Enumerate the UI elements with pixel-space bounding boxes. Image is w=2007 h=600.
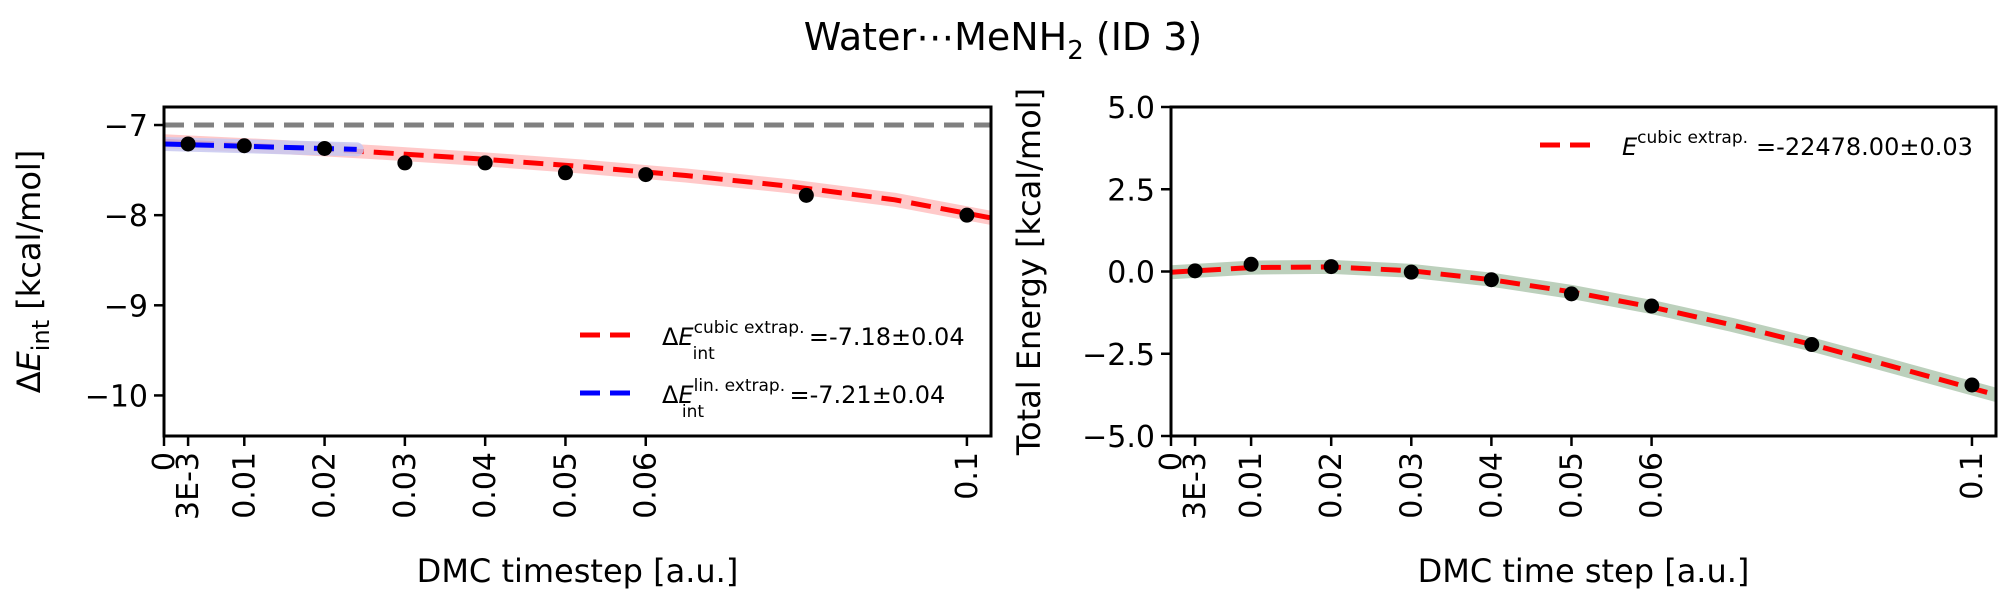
x-tick-label: 0.02 [308,452,343,519]
y-tick-label: 5.0 [1107,91,1155,126]
y-tick-label: −9 [104,289,148,324]
legend-entry: ΔElin. extrap. int=-7.21±0.04 [662,376,945,422]
x-axis-label: DMC time step [a.u.] [1418,552,1750,590]
data-point [1644,298,1660,314]
data-point [397,155,413,171]
plot-area [1171,256,1996,402]
x-tick-label: 0.01 [1234,452,1269,519]
x-tick-label: 0.02 [1314,452,1349,519]
x-tick-label: 3E-3 [171,452,206,520]
x-tick-label: 0.03 [1394,452,1429,519]
x-tick-label: 0.06 [629,452,664,519]
data-point [638,167,654,183]
data-point [557,165,573,181]
axes-frame [162,105,993,438]
data-point [477,155,493,171]
x-tick-label: 0.03 [388,452,423,519]
left-panel: −7 −8 −9 −10 03E-3 0.01 0.02 0.03 0.04 0.05 0.06 0.… [10,105,993,590]
x-tick-label: 0.1 [1955,452,1990,500]
x-tick-label: 0.06 [1635,452,1670,519]
data-point [317,140,333,156]
data-point [1323,259,1339,275]
data-point [959,207,975,223]
x-tick-label: 0.04 [1474,452,1509,519]
y-tick-label: −5.0 [1082,420,1155,455]
x-tick-label: 0 [147,452,182,471]
plot-area [164,122,991,225]
data-point [1563,286,1579,302]
legend-entry: ΔEcubic extrap. int=-7.18±0.04 [662,318,965,364]
x-axis-label: DMC timestep [a.u.] [417,552,739,590]
data-point [236,138,252,154]
data-point [1243,256,1259,272]
y-tick-label: −8 [104,199,148,234]
data-point [1403,264,1419,280]
x-tick-label: 0 [1154,452,1189,471]
y-axis-label: Total Energy [kcal/mol] [1010,88,1048,456]
data-point [180,136,196,152]
fit-band-cubic-fit [1171,259,1996,402]
y-tick-label: −7 [104,109,148,144]
y-tick-label: −2.5 [1082,338,1155,373]
x-tick-label: 0.05 [548,452,583,519]
data-point [798,187,814,203]
data-point [1187,263,1203,279]
x-tick-label: 0.01 [227,452,262,519]
legend-entry: Ecubic extrap. =-22478.00±0.03 [1622,128,1973,161]
data-point [1804,337,1820,353]
y-tick-label: 0.0 [1107,256,1155,291]
x-tick-label: 0.04 [468,452,503,519]
x-tick-label: 3E-3 [1178,452,1213,520]
figure-title: Water⋯MeNH2 (ID 3) [804,15,1203,66]
y-tick-label: 2.5 [1107,173,1155,208]
y-tick-label: −10 [85,379,148,414]
data-point [1483,272,1499,288]
data-point [1964,377,1980,393]
y-axis-label: ΔEint [kcal/mol] [10,150,55,394]
x-tick-label: 0.05 [1554,452,1589,519]
x-tick-label: 0.1 [950,452,985,500]
